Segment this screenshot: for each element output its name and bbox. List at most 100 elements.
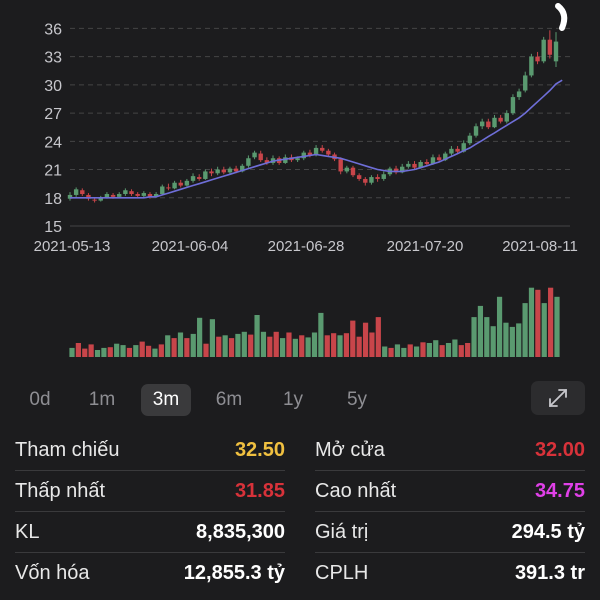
candle-body: [117, 194, 122, 197]
candle-body: [449, 148, 454, 154]
candle-body: [338, 159, 343, 172]
candle-body: [486, 121, 491, 128]
candle-body: [196, 177, 202, 179]
candle-body: [363, 178, 368, 183]
divider: [315, 511, 585, 512]
volume-bar: [69, 347, 75, 357]
volume-bars: [69, 287, 560, 357]
volume-bar: [414, 346, 420, 357]
candle: [479, 118, 485, 130]
shares-label: CPLH: [315, 562, 369, 584]
tab-1m[interactable]: 1m: [88, 389, 116, 410]
candle: [178, 179, 183, 188]
candle: [473, 123, 479, 138]
candle: [467, 132, 473, 146]
market-cap-value: 12,855.3 tỷ: [183, 562, 285, 584]
tab-6m[interactable]: 6m: [215, 389, 243, 410]
candle-body: [160, 186, 165, 195]
candle-body: [98, 197, 103, 201]
divider: [15, 470, 285, 471]
candle-body: [215, 169, 220, 174]
candlestick-series: [67, 30, 559, 203]
x-tick-label: 2021-06-04: [152, 238, 229, 255]
candle-body: [110, 194, 116, 197]
candle-body: [73, 189, 79, 195]
candle-body: [529, 56, 534, 76]
volume-bar: [254, 315, 260, 357]
volume-bar: [235, 333, 241, 357]
volume-bar: [165, 335, 171, 357]
trade-value-value: 294.5 tỷ: [511, 521, 585, 543]
candle-body: [307, 152, 313, 156]
volume-bar: [241, 331, 247, 357]
candle-body: [412, 163, 417, 168]
candle-body: [516, 91, 522, 98]
volume-bar: [228, 338, 235, 357]
high-label: Cao nhất: [315, 480, 397, 502]
candle-body: [510, 97, 516, 114]
volume-bar: [248, 334, 254, 357]
candle: [498, 114, 503, 124]
candle-body: [443, 153, 448, 161]
volume-bar: [369, 332, 375, 357]
tab-1y[interactable]: 1y: [282, 389, 304, 410]
candle: [356, 173, 362, 181]
candle: [215, 166, 220, 176]
candle-body: [461, 143, 466, 152]
volume-bar: [401, 347, 407, 357]
candle-body: [381, 174, 386, 179]
candle: [258, 150, 263, 163]
volume-bar: [471, 317, 477, 357]
volume-bar: [528, 287, 535, 357]
volume-bar: [541, 303, 547, 357]
volume-bar: [216, 336, 222, 357]
volume-bar: [465, 343, 471, 357]
volume-bar: [311, 332, 318, 357]
candle-body: [455, 148, 460, 152]
candle-body: [326, 150, 331, 155]
stats-row: KL 8,835,300 Giá trị 294.5 tỷ: [0, 512, 600, 552]
volume-bar: [324, 335, 330, 357]
volume-bar: [139, 341, 145, 357]
tab-0d[interactable]: 0d: [29, 389, 51, 410]
candle: [320, 145, 325, 153]
candle-body: [473, 126, 479, 136]
volume-bar: [177, 332, 184, 357]
low-value: 31.85: [234, 480, 285, 502]
candle-body: [172, 182, 177, 189]
low-label: Thấp nhất: [15, 480, 106, 502]
candle-body: [190, 176, 196, 181]
volume-bar: [548, 287, 554, 357]
candle-body: [80, 190, 85, 195]
candle: [172, 180, 177, 190]
volume-bar: [286, 332, 292, 357]
volume-bar: [222, 335, 228, 357]
y-tick-label: 21: [44, 163, 62, 180]
volume-bar: [190, 333, 196, 357]
tab-3m[interactable]: 3m: [141, 384, 191, 416]
candle-body: [535, 56, 540, 62]
candle-body: [86, 194, 91, 199]
volume-bar: [343, 333, 350, 357]
candle-body: [418, 162, 423, 168]
volume-bar: [407, 344, 413, 357]
candle: [375, 174, 380, 182]
expand-button[interactable]: [531, 381, 585, 415]
volume-bar: [114, 343, 120, 357]
stats-row: Tham chiếu 32.50 Mở cửa 32.00: [0, 430, 600, 470]
high-value: 34.75: [534, 480, 585, 502]
candle-body: [203, 171, 208, 179]
candle: [135, 192, 140, 198]
volume-bar: [209, 319, 215, 357]
candle: [547, 30, 553, 59]
divider: [315, 552, 585, 553]
open-value: 32.00: [534, 439, 585, 461]
candle-body: [313, 147, 319, 156]
candle: [80, 188, 85, 196]
candle-body: [153, 194, 159, 197]
candle: [166, 183, 171, 191]
volume-bar: [426, 343, 432, 357]
candle-body: [233, 168, 239, 172]
tab-5y[interactable]: 5y: [346, 389, 368, 410]
